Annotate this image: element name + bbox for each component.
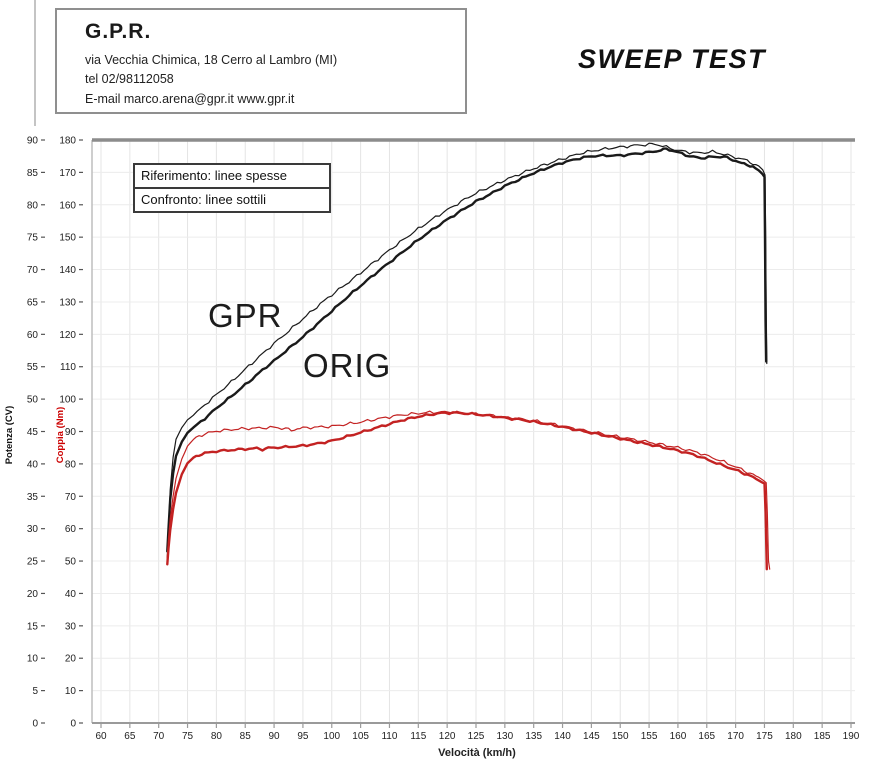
svg-text:135: 135 — [525, 731, 542, 742]
svg-text:140: 140 — [554, 731, 571, 742]
svg-text:60: 60 — [95, 731, 107, 742]
svg-text:65: 65 — [124, 731, 136, 742]
svg-text:50: 50 — [27, 395, 39, 406]
company-info-card: G.P.R. via Vecchia Chimica, 18 Cerro al … — [55, 8, 467, 114]
company-email: E-mail marco.arena@gpr.it www.gpr.it — [85, 91, 295, 106]
svg-text:85: 85 — [240, 731, 252, 742]
svg-text:165: 165 — [698, 731, 715, 742]
svg-text:70: 70 — [27, 265, 39, 276]
svg-text:0: 0 — [70, 719, 76, 730]
chart-canvas: 60 65 70 75 80 85 90 95 100 105 110 115 120 125 130 135… — [4, 136, 860, 760]
svg-text:105: 105 — [352, 731, 369, 742]
svg-text:110: 110 — [381, 731, 397, 742]
svg-text:130: 130 — [59, 297, 76, 308]
svg-text:70: 70 — [153, 731, 165, 742]
annotation-orig: ORIG — [303, 347, 392, 384]
y-axis-power-title: Potenza (CV) — [4, 406, 15, 465]
svg-text:30: 30 — [27, 524, 39, 535]
svg-text:90: 90 — [269, 731, 281, 742]
svg-text:15: 15 — [27, 621, 39, 632]
svg-text:10: 10 — [27, 654, 39, 665]
svg-text:190: 190 — [843, 731, 860, 742]
svg-text:115: 115 — [410, 731, 426, 742]
svg-text:175: 175 — [756, 731, 773, 742]
svg-text:185: 185 — [814, 731, 831, 742]
svg-text:80: 80 — [211, 731, 223, 742]
svg-text:45: 45 — [27, 427, 39, 438]
svg-text:150: 150 — [59, 233, 76, 244]
svg-text:100: 100 — [323, 731, 340, 742]
svg-text:170: 170 — [59, 168, 76, 179]
svg-text:110: 110 — [60, 362, 76, 373]
svg-text:75: 75 — [27, 233, 39, 244]
series-orig_power — [166, 147, 768, 553]
svg-text:60: 60 — [27, 330, 39, 341]
legend-box: Riferimento: linee spesse Confronto: lin… — [133, 163, 331, 213]
x-axis-title: Velocità (km/h) — [438, 747, 516, 759]
svg-text:90: 90 — [27, 136, 39, 147]
svg-text:125: 125 — [468, 731, 485, 742]
y-axis: 0 5 10 15 20 25 30 35 40 45 50 55 60 65 70 75 80 85 90 0 10 2… — [4, 136, 83, 730]
grid-layer — [91, 140, 855, 723]
svg-text:65: 65 — [27, 297, 39, 308]
svg-text:40: 40 — [27, 459, 39, 470]
legend-comparison-row: Confronto: linee sottili — [141, 192, 267, 207]
svg-text:120: 120 — [59, 330, 76, 341]
svg-text:140: 140 — [59, 265, 76, 276]
svg-text:35: 35 — [27, 492, 39, 503]
svg-text:60: 60 — [65, 524, 77, 535]
svg-text:120: 120 — [439, 731, 456, 742]
svg-text:130: 130 — [497, 731, 514, 742]
dyno-chart: 60 65 70 75 80 85 90 95 100 105 110 115 120 125 130 135… — [0, 125, 869, 768]
svg-text:180: 180 — [785, 731, 802, 742]
svg-text:75: 75 — [182, 731, 194, 742]
svg-text:80: 80 — [65, 459, 77, 470]
svg-text:55: 55 — [27, 362, 39, 373]
series-gpr_power — [166, 142, 768, 559]
svg-text:180: 180 — [59, 136, 76, 147]
svg-text:30: 30 — [65, 621, 77, 632]
svg-text:70: 70 — [65, 492, 77, 503]
svg-text:155: 155 — [641, 731, 658, 742]
page-title: SWEEP TEST — [578, 44, 767, 74]
svg-text:160: 160 — [670, 731, 687, 742]
svg-text:20: 20 — [65, 654, 77, 665]
svg-text:40: 40 — [65, 589, 77, 600]
svg-text:80: 80 — [27, 200, 39, 211]
svg-text:0: 0 — [32, 719, 38, 730]
svg-text:170: 170 — [727, 731, 744, 742]
svg-text:90: 90 — [65, 427, 77, 438]
svg-text:145: 145 — [583, 731, 600, 742]
svg-text:150: 150 — [612, 731, 629, 742]
x-axis: 60 65 70 75 80 85 90 95 100 105 110 115 120 125 130 135… — [95, 723, 860, 759]
svg-text:25: 25 — [27, 557, 39, 568]
svg-text:160: 160 — [59, 200, 76, 211]
y-axis-torque-title: Coppia (Nm) — [55, 407, 66, 463]
svg-text:50: 50 — [65, 557, 77, 568]
svg-text:5: 5 — [32, 686, 38, 697]
company-name: G.P.R. — [85, 20, 152, 43]
svg-text:20: 20 — [27, 589, 39, 600]
svg-text:10: 10 — [65, 686, 77, 697]
series-gpr_torque — [166, 410, 771, 570]
company-phone: tel 02/98112058 — [85, 72, 174, 87]
company-address: via Vecchia Chimica, 18 Cerro al Lambro … — [85, 53, 338, 67]
legend-reference-row: Riferimento: linee spesse — [135, 165, 329, 189]
annotation-gpr: GPR — [208, 297, 283, 334]
svg-text:100: 100 — [59, 395, 76, 406]
axes-layer — [92, 138, 855, 724]
svg-text:85: 85 — [27, 168, 39, 179]
series-orig_torque — [166, 411, 768, 571]
svg-text:95: 95 — [297, 731, 309, 742]
page-edge-line — [34, 0, 36, 126]
